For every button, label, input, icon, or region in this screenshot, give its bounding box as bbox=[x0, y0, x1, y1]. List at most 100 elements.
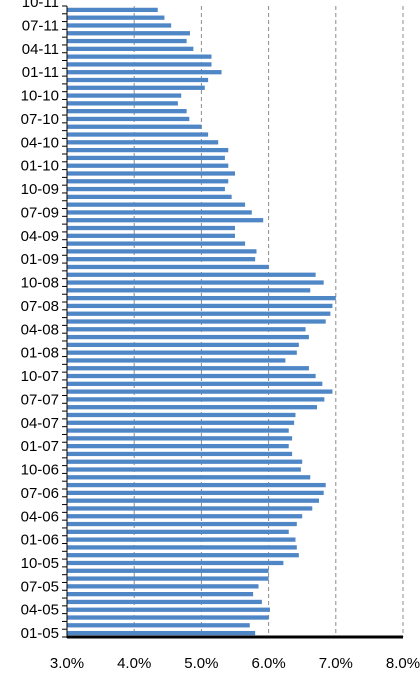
bar bbox=[67, 397, 325, 402]
bar bbox=[67, 15, 165, 20]
bar bbox=[67, 436, 293, 441]
bar bbox=[67, 451, 293, 457]
bar bbox=[67, 38, 187, 44]
y-tick-label: 01-08 bbox=[21, 345, 59, 362]
y-tick-label: 04-09 bbox=[21, 228, 59, 245]
y-tick-label: 04-07 bbox=[21, 415, 59, 432]
bar bbox=[67, 623, 250, 628]
bar bbox=[67, 288, 311, 293]
bar bbox=[67, 405, 317, 410]
y-tick-label: 04-05 bbox=[21, 602, 59, 619]
bar bbox=[67, 93, 182, 98]
bar bbox=[67, 109, 187, 114]
y-tick-label: 07-09 bbox=[21, 204, 59, 221]
bar bbox=[67, 140, 219, 145]
bar bbox=[67, 54, 212, 59]
bar bbox=[67, 280, 324, 285]
bar bbox=[67, 62, 212, 67]
bar bbox=[67, 319, 326, 324]
y-tick-label: 01-09 bbox=[21, 251, 59, 268]
bar bbox=[67, 545, 297, 550]
bar bbox=[67, 179, 229, 184]
bar bbox=[67, 498, 319, 503]
bar bbox=[67, 412, 296, 418]
y-tick-label: 04-06 bbox=[21, 508, 59, 525]
bar bbox=[67, 249, 257, 254]
y-tick-label: 10-07 bbox=[21, 368, 59, 385]
y-tick-label: 01-07 bbox=[21, 438, 59, 455]
y-tick-label: 10-11 bbox=[22, 0, 59, 11]
y-tick-label: 07-06 bbox=[21, 485, 59, 502]
bar bbox=[67, 171, 235, 176]
bar bbox=[67, 630, 256, 636]
bar bbox=[67, 366, 309, 371]
bar bbox=[67, 334, 309, 340]
y-tick-labels: 01-05 04-05 07-05 10-05 01-06 04-06 07-06 10-06… bbox=[21, 0, 59, 642]
bar bbox=[67, 147, 229, 153]
bar bbox=[67, 568, 269, 573]
bar bbox=[67, 381, 323, 386]
bar bbox=[67, 327, 306, 332]
x-tick-label: 5.0% bbox=[184, 655, 218, 672]
x-tick-label: 4.0% bbox=[117, 655, 151, 672]
bar bbox=[67, 615, 269, 620]
bar bbox=[67, 295, 336, 301]
bar bbox=[67, 599, 262, 605]
y-tick-label: 07-08 bbox=[21, 298, 59, 315]
bar bbox=[67, 514, 303, 519]
bar bbox=[67, 529, 289, 534]
y-tick-label: 10-05 bbox=[21, 555, 59, 572]
bar bbox=[67, 311, 331, 316]
bar bbox=[67, 560, 284, 566]
bar bbox=[67, 553, 299, 558]
bar bbox=[67, 116, 190, 122]
bar bbox=[67, 31, 190, 36]
bar bbox=[67, 202, 246, 207]
bar bbox=[67, 521, 297, 527]
y-tick-label: 07-05 bbox=[21, 578, 59, 595]
bar bbox=[67, 303, 333, 309]
bar bbox=[67, 124, 202, 129]
bar bbox=[67, 218, 264, 223]
x-tick-label: 7.0% bbox=[319, 655, 353, 672]
bar bbox=[67, 482, 326, 488]
bar bbox=[67, 358, 286, 363]
bar bbox=[67, 163, 229, 168]
y-tick-label: 01-06 bbox=[21, 532, 59, 549]
bar bbox=[67, 77, 209, 83]
bar bbox=[67, 101, 178, 106]
y-tick-label: 01-05 bbox=[21, 625, 59, 642]
bar bbox=[67, 475, 311, 480]
bar bbox=[67, 46, 194, 51]
bar bbox=[67, 459, 303, 464]
bar bbox=[67, 23, 172, 28]
y-tick-label: 04-10 bbox=[21, 134, 59, 151]
bar bbox=[67, 264, 269, 270]
bar bbox=[67, 70, 222, 75]
bar bbox=[67, 490, 324, 496]
y-tick-label: 01-10 bbox=[21, 158, 59, 175]
x-tick-label: 8.0% bbox=[386, 655, 420, 672]
bar bbox=[67, 607, 270, 612]
y-tick-label: 10-08 bbox=[21, 275, 59, 292]
bar bbox=[67, 7, 158, 13]
bar bbox=[67, 584, 259, 589]
y-tick-label: 10-09 bbox=[21, 181, 59, 198]
y-tick-label: 07-07 bbox=[21, 391, 59, 408]
bar bbox=[67, 467, 301, 472]
bar bbox=[67, 225, 235, 231]
bar bbox=[67, 576, 269, 581]
bar bbox=[67, 233, 235, 238]
bar bbox=[67, 342, 299, 348]
bar bbox=[67, 186, 225, 192]
bar bbox=[67, 350, 297, 355]
x-tick-labels: 3.0% 4.0% 5.0% 6.0% 7.0% 8.0% bbox=[50, 655, 420, 672]
y-tick-label: 10-06 bbox=[21, 462, 59, 479]
bar bbox=[67, 420, 295, 425]
y-tick-label: 04-08 bbox=[21, 321, 59, 338]
x-tick-label: 3.0% bbox=[50, 655, 84, 672]
y-tick-label: 10-10 bbox=[21, 88, 59, 105]
bar bbox=[67, 241, 246, 246]
bar bbox=[67, 428, 289, 433]
bar bbox=[67, 257, 256, 262]
